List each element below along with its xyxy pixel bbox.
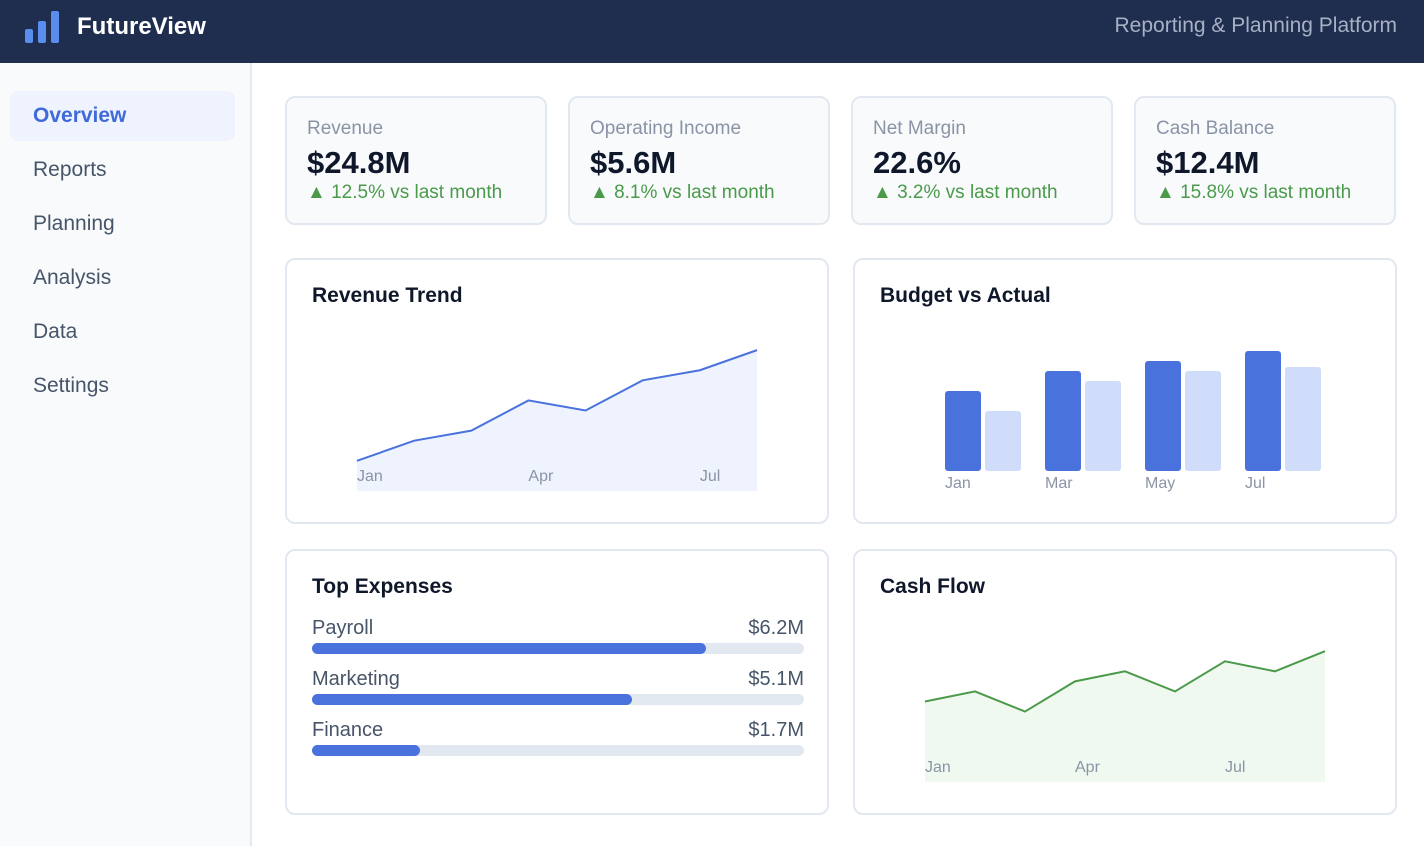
budget-vs-actual-chart: Jan Mar May Jul: [945, 351, 1321, 492]
cash-flow-tick-label: Apr: [1075, 759, 1101, 776]
kpi-value: $24.8M: [307, 145, 411, 180]
expense-value: $1.7M: [748, 719, 804, 741]
revenue-trend-tick-label: Jan: [357, 468, 383, 485]
expense-value: $5.1M: [748, 668, 804, 690]
revenue-trend-area: [357, 350, 757, 491]
kpi-change: ▲ 3.2% vs last month: [873, 182, 1058, 203]
top-expenses-card: Top Expenses Payroll $6.2M Marketing $5.…: [285, 549, 829, 815]
cash-flow-line: [924, 650, 1326, 713]
kpi-value: 22.6%: [873, 145, 961, 180]
kpi-value: $5.6M: [590, 145, 677, 180]
budget-vs-actual-tick-label: Jan: [945, 475, 971, 492]
card-title: Budget vs Actual: [880, 284, 1051, 307]
platform-title: Reporting & Planning Platform: [1114, 14, 1398, 37]
sidebar-item-settings[interactable]: Settings: [33, 374, 109, 397]
bar-actual: [1085, 381, 1121, 471]
kpi-card-net-margin[interactable]: Net Margin 22.6% ▲ 3.2% vs last month: [851, 96, 1113, 225]
bar-actual: [1285, 367, 1321, 471]
card-title: Cash Flow: [880, 575, 986, 598]
bar-actual: [1185, 371, 1221, 471]
bar-budget: [1145, 361, 1181, 471]
sidebar-item-reports[interactable]: Reports: [33, 158, 107, 181]
revenue-trend-tick-label: Jul: [700, 468, 720, 485]
cash-flow-tick-label: Jul: [1225, 759, 1245, 776]
sidebar-item-data[interactable]: Data: [33, 320, 78, 343]
kpi-change: ▲ 8.1% vs last month: [590, 182, 775, 203]
brand-name[interactable]: FutureView: [77, 13, 206, 40]
expense-row-finance: Finance $1.7M: [312, 719, 804, 759]
budget-vs-actual-tick-label: Jul: [1245, 475, 1265, 492]
bar-budget: [945, 391, 981, 471]
sidebar-item-analysis[interactable]: Analysis: [33, 266, 112, 289]
expense-bar-fill: [312, 643, 706, 654]
expense-row-payroll: Payroll $6.2M: [312, 617, 804, 657]
sidebar: Overview Reports Planning Analysis Data …: [0, 63, 252, 846]
card-title: Revenue Trend: [312, 284, 463, 307]
cash-flow-tick-label: Jan: [925, 759, 951, 776]
expense-track: [312, 694, 804, 705]
kpi-label: Cash Balance: [1156, 118, 1275, 139]
kpi-change: ▲ 15.8% vs last month: [1156, 182, 1352, 203]
card-title: Top Expenses: [312, 575, 453, 598]
kpi-card-cash-balance[interactable]: Cash Balance $12.4M ▲ 15.8% vs last mont…: [1134, 96, 1396, 225]
revenue-trend-line: [356, 349, 758, 462]
revenue-trend-tick-label: Apr: [528, 468, 554, 485]
budget-vs-actual-tick-label: Mar: [1045, 475, 1073, 492]
sidebar-item-overview[interactable]: Overview: [10, 91, 235, 141]
kpi-value: $12.4M: [1156, 145, 1260, 180]
kpi-card-revenue[interactable]: Revenue $24.8M ▲ 12.5% vs last month: [285, 96, 547, 225]
bar-actual: [985, 411, 1021, 471]
expense-name: Finance: [312, 719, 384, 741]
expense-name: Marketing: [312, 668, 400, 690]
top-bar: FutureView Reporting & Planning Platform: [0, 0, 1424, 63]
expense-row-marketing: Marketing $5.1M: [312, 668, 804, 708]
cash-flow-area: [925, 651, 1325, 782]
kpi-card-operating-income[interactable]: Operating Income $5.6M ▲ 8.1% vs last mo…: [568, 96, 830, 225]
expense-bar-fill: [312, 745, 421, 756]
expense-value: $6.2M: [748, 617, 804, 639]
kpi-label: Net Margin: [873, 118, 966, 139]
expense-bar-fill: [312, 694, 632, 705]
cash-flow-card: Cash Flow Jan Apr Jul: [853, 549, 1397, 815]
kpi-label: Revenue: [307, 118, 384, 139]
bar-budget: [1045, 371, 1081, 471]
bar-budget: [1245, 351, 1281, 471]
expense-track: [312, 745, 804, 756]
expense-track: [312, 643, 804, 654]
bar-chart-icon: [25, 11, 61, 43]
kpi-label: Operating Income: [590, 118, 742, 139]
budget-vs-actual-card: Budget vs Actual Jan Mar May Jul: [853, 258, 1397, 524]
kpi-change: ▲ 12.5% vs last month: [307, 182, 503, 203]
revenue-trend-chart: Jan Apr Jul: [356, 349, 758, 491]
cash-flow-chart: Jan Apr Jul: [924, 650, 1326, 782]
expense-name: Payroll: [312, 617, 374, 639]
revenue-trend-card: Revenue Trend Jan Apr Jul: [285, 258, 829, 524]
sidebar-item-planning[interactable]: Planning: [33, 212, 115, 235]
budget-vs-actual-tick-label: May: [1145, 475, 1175, 492]
